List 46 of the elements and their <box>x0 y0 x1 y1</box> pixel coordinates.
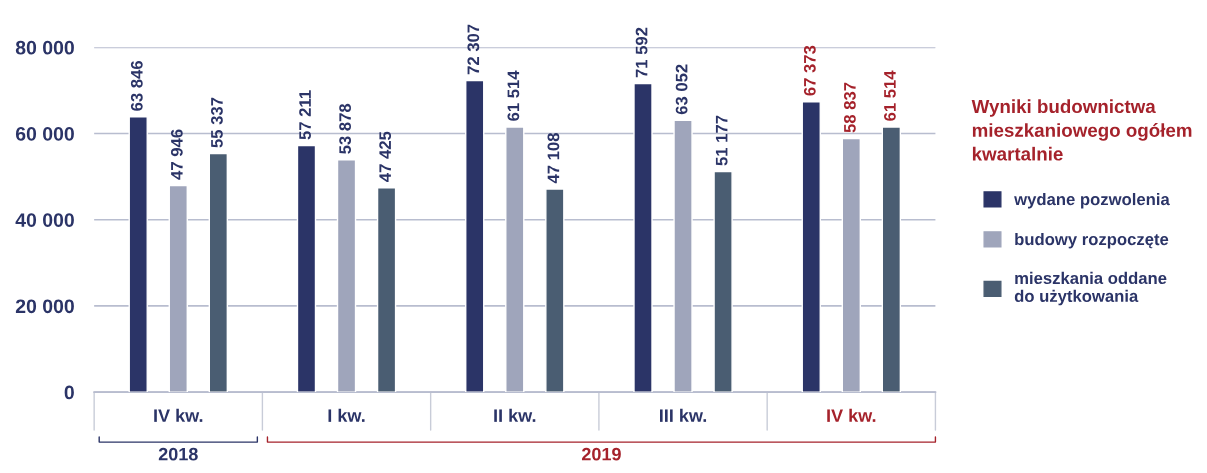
data-label: 55 337 <box>210 97 223 148</box>
data-label: 63 052 <box>675 64 688 115</box>
y-tick-label: 60 000 <box>15 126 74 141</box>
bar <box>376 187 397 393</box>
y-tick-label: 20 000 <box>15 299 74 314</box>
x-tick-label: III kw. <box>660 408 707 422</box>
bar <box>128 116 148 393</box>
x-tick-label: IV kw. <box>154 408 203 422</box>
bar <box>673 119 693 393</box>
bar <box>168 184 188 393</box>
data-label: 61 514 <box>507 70 520 121</box>
x-tick-label: I kw. <box>328 408 365 422</box>
data-label: 51 177 <box>715 115 728 166</box>
text: Wyniki budownictwa mieszkaniowego ogółem kwartalnie <box>971 99 1192 161</box>
data-label: 72 307 <box>467 24 480 75</box>
data-label: 58 837 <box>843 82 856 133</box>
y-tick-label: 80 000 <box>15 40 74 55</box>
bar <box>841 137 861 393</box>
bar <box>296 144 317 393</box>
legend-label: wydane pozwolenia <box>1014 192 1170 209</box>
bar <box>465 79 485 393</box>
text: 2019 <box>581 447 621 461</box>
x-tick-label: II kw. <box>494 408 536 422</box>
data-label: 71 592 <box>635 27 648 78</box>
bar <box>505 126 525 393</box>
bar <box>713 170 733 393</box>
bar <box>801 101 821 393</box>
bar <box>881 126 902 393</box>
bar <box>336 159 357 393</box>
bar <box>545 188 565 393</box>
x-tick-label: IV kw. <box>827 408 876 422</box>
legend-label: budowy rozpoczęte <box>1015 232 1169 249</box>
data-label: 61 514 <box>884 70 896 121</box>
bar <box>633 82 653 393</box>
data-label: 53 878 <box>339 103 352 154</box>
legend-label: mieszkania oddane do użytkowania <box>1014 271 1167 306</box>
data-label: 57 211 <box>299 90 311 140</box>
text: 2018 <box>158 447 198 461</box>
data-label: 67 373 <box>803 45 816 96</box>
y-tick-label: 40 000 <box>15 213 74 227</box>
y-tick-label: 0 <box>64 385 74 400</box>
bar <box>208 152 229 393</box>
data-label: 47 108 <box>547 133 560 184</box>
data-label: 63 846 <box>130 61 143 111</box>
data-label: 47 946 <box>170 129 183 180</box>
data-label: 47 425 <box>379 131 392 182</box>
